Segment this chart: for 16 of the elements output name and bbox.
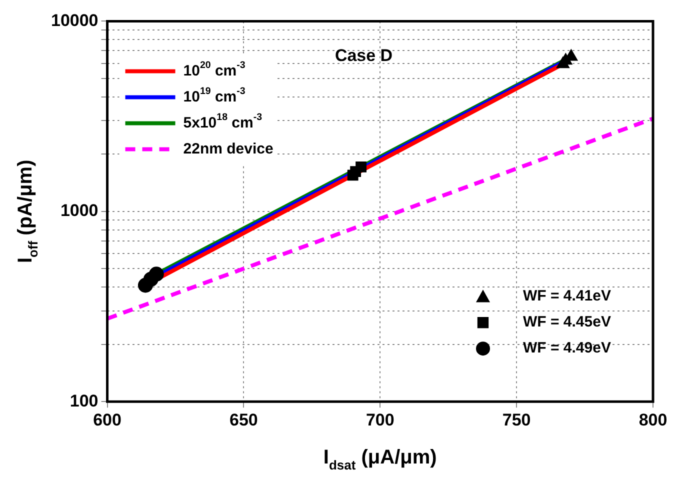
point bbox=[148, 266, 164, 282]
legend-label: WF = 4.45eV bbox=[523, 314, 611, 331]
x-tick-label: 750 bbox=[502, 410, 531, 430]
text: Case D bbox=[334, 46, 393, 65]
x-tick-label: 600 bbox=[93, 410, 122, 430]
legend-label: WF = 4.49eV bbox=[523, 340, 611, 357]
point bbox=[356, 161, 366, 172]
y-tick-label: 10000 bbox=[50, 10, 98, 30]
x-tick-label: 800 bbox=[638, 410, 668, 430]
x-tick-label: 650 bbox=[230, 410, 258, 430]
legend-label: WF = 4.41eV bbox=[523, 288, 611, 305]
y-tick-label: 1000 bbox=[60, 201, 98, 220]
x-tick-label: 700 bbox=[366, 410, 394, 430]
y-axis-title: Ioff (pA/μm) bbox=[14, 160, 41, 264]
legend-label: 22nm device bbox=[183, 140, 274, 158]
y-tick-label: 100 bbox=[70, 391, 98, 410]
